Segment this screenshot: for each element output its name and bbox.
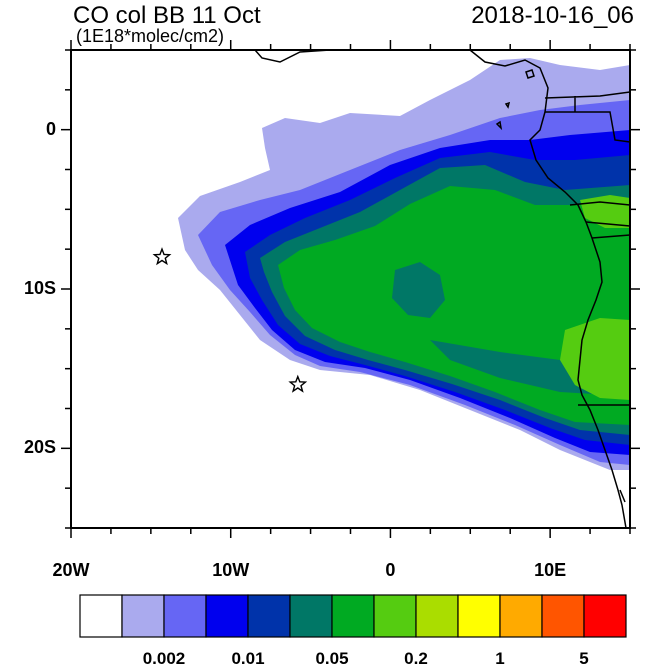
colorbar-swatch xyxy=(289,594,333,638)
markers xyxy=(152,247,308,393)
coastline xyxy=(254,50,630,528)
colorbar-label: 0.05 xyxy=(315,649,349,668)
colorbar-swatch xyxy=(121,594,165,638)
plume-teal-patch-center xyxy=(392,262,445,318)
colorbar-swatch xyxy=(331,594,375,638)
colorbar-label: 0.01 xyxy=(231,649,265,668)
lon-tick-label: 20W xyxy=(52,560,90,580)
colorbar-swatch xyxy=(163,594,207,638)
units-label: (1E18*molec/cm2) xyxy=(76,26,225,46)
colorbar xyxy=(79,594,627,638)
lon-tick-label: 10E xyxy=(534,560,567,580)
lon-tick-label: 0 xyxy=(385,560,396,580)
colorbar-swatch xyxy=(415,594,459,638)
colorbar-swatch xyxy=(373,594,417,638)
colorbar-swatch xyxy=(79,594,123,638)
lat-tick-label: 20S xyxy=(23,437,56,458)
plot-title: CO col BB 11 Oct xyxy=(73,2,261,29)
lon-tick-label: 10W xyxy=(212,560,250,580)
star-marker-2 xyxy=(288,374,308,393)
lat-tick-label: 0 xyxy=(45,118,56,139)
lat-tick-label: 10S xyxy=(23,278,56,298)
colorbar-label: 1 xyxy=(495,649,505,668)
colorbar-swatch xyxy=(457,594,501,638)
star-marker-1 xyxy=(152,247,172,266)
datetime-label: 2018-10-16_06 xyxy=(471,2,634,29)
map-panel xyxy=(61,40,640,538)
plume-teal-patch-south xyxy=(430,340,610,395)
colorbar-label: 5 xyxy=(579,649,589,668)
colorbar-label: 0.2 xyxy=(404,649,428,668)
colorbar-swatch xyxy=(583,594,627,638)
colorbar-swatch xyxy=(247,594,291,638)
colorbar-swatch xyxy=(499,594,543,638)
co-plume-field xyxy=(178,58,630,470)
colorbar-swatch xyxy=(541,594,585,638)
colorbar-swatch xyxy=(205,594,249,638)
axis-ticks xyxy=(61,40,640,538)
colorbar-label: 0.002 xyxy=(142,649,186,668)
